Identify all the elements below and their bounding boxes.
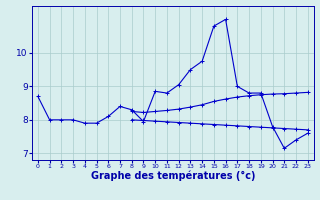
X-axis label: Graphe des températures (°c): Graphe des températures (°c) [91,171,255,181]
